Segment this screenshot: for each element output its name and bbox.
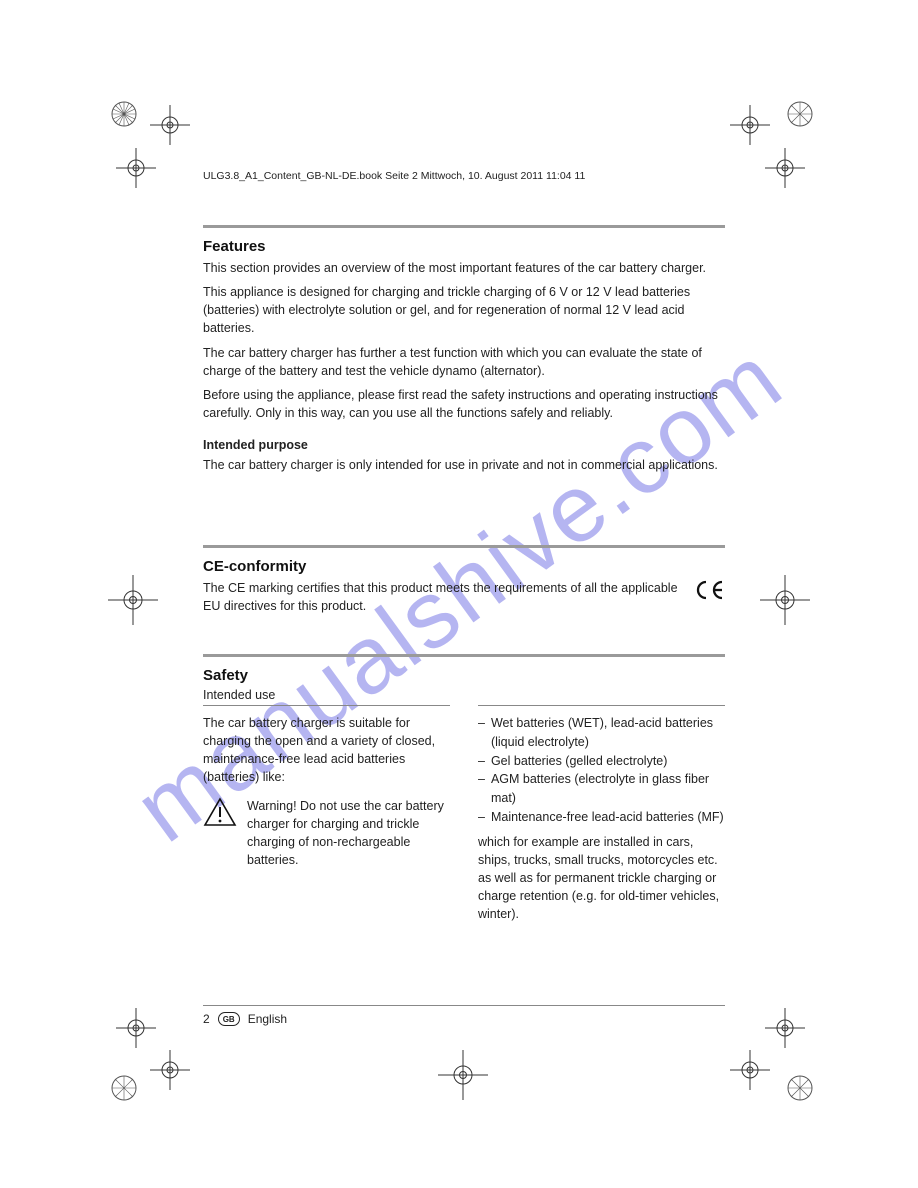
- features-subheading: Intended purpose: [203, 436, 725, 454]
- bullet-item: Wet batteries (WET), lead-acid batteries…: [491, 714, 725, 752]
- heading-safety: Safety: [203, 667, 725, 684]
- page-number: 2: [203, 1012, 210, 1026]
- registration-mark-icon: [110, 100, 154, 144]
- crosshair-icon: [150, 1050, 190, 1090]
- heading-features: Features: [203, 238, 725, 255]
- features-para-0: This section provides an overview of the…: [203, 259, 725, 277]
- crosshair-icon: [760, 575, 810, 625]
- features-para-3: Before using the appliance, please first…: [203, 386, 725, 422]
- safety-tail-text: which for example are installed in cars,…: [478, 833, 725, 924]
- ce-mark-icon: [693, 579, 725, 607]
- crosshair-icon: [116, 1008, 156, 1048]
- safety-warning-text: Warning! Do not use the car battery char…: [247, 797, 450, 870]
- section-rule: [203, 654, 725, 657]
- crosshair-icon: [108, 575, 158, 625]
- gb-badge-icon: GB: [218, 1012, 240, 1026]
- safety-subhead-blank: [478, 688, 725, 706]
- footer-rule: [203, 1005, 725, 1006]
- features-para-2: The car battery charger has further a te…: [203, 344, 725, 380]
- features-para-5: The car battery charger is only intended…: [203, 456, 725, 474]
- bullet-item: Maintenance-free lead-acid batteries (MF…: [491, 808, 724, 827]
- safety-bullet-list: –Wet batteries (WET), lead-acid batterie…: [478, 714, 725, 827]
- page-footer: 2 GB English: [203, 1005, 725, 1026]
- section-rule: [203, 545, 725, 548]
- section-rule: [203, 225, 725, 228]
- registration-mark-icon: [110, 1058, 154, 1102]
- heading-ce: CE-conformity: [203, 558, 725, 575]
- bullet-item: Gel batteries (gelled electrolyte): [491, 752, 667, 771]
- crosshair-icon: [765, 1008, 805, 1048]
- header-filename: ULG3.8_A1_Content_GB-NL-DE.book Seite 2 …: [203, 170, 585, 182]
- crosshair-icon: [116, 148, 156, 188]
- registration-mark-icon: [770, 1058, 814, 1102]
- safety-subhead-intended-use: Intended use: [203, 688, 450, 706]
- crosshair-icon: [730, 1050, 770, 1090]
- crosshair-icon: [765, 148, 805, 188]
- bullet-item: AGM batteries (electrolyte in glass fibe…: [491, 770, 725, 808]
- ce-text: The CE marking certifies that this produ…: [203, 579, 681, 615]
- crosshair-icon: [150, 105, 190, 145]
- crosshair-icon: [730, 105, 770, 145]
- crosshair-icon: [438, 1050, 488, 1100]
- warning-triangle-icon: [203, 797, 237, 827]
- footer-language: English: [248, 1012, 287, 1026]
- safety-intended-text: The car battery charger is suitable for …: [203, 714, 450, 787]
- registration-mark-icon: [770, 100, 814, 144]
- features-para-1: This appliance is designed for charging …: [203, 283, 725, 337]
